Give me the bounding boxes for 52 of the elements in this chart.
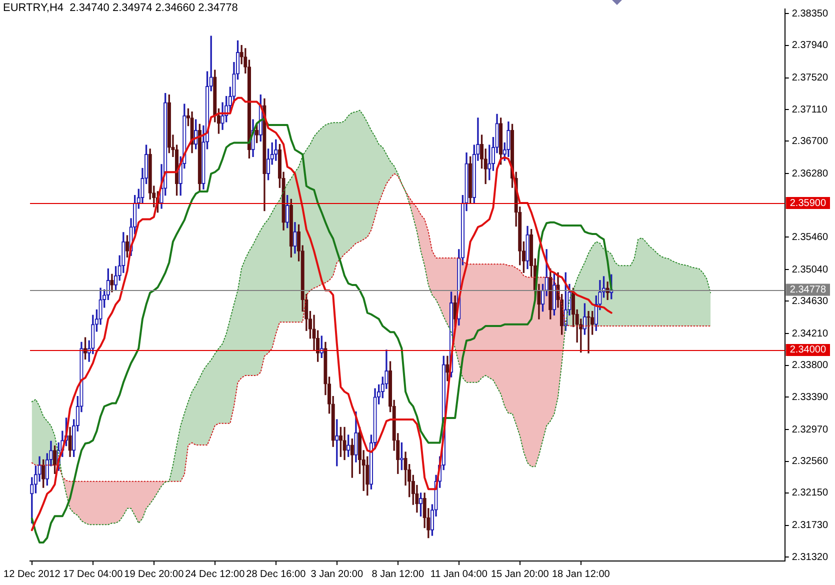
x-tick-label: 24 Dec 12:00 — [185, 568, 246, 580]
candlestick — [167, 94, 171, 154]
y-tick-label: 2.33800 — [792, 360, 828, 372]
y-tick-label: 2.35040 — [792, 264, 828, 276]
candlestick — [526, 226, 530, 270]
x-tick-label: 19 Dec 20:00 — [124, 568, 184, 580]
y-tick-label: 2.33390 — [792, 392, 828, 403]
ref-line-label: 2.34778 — [790, 284, 826, 296]
candlestick — [350, 438, 354, 478]
x-tick-label: 28 Dec 16:00 — [246, 568, 306, 580]
candlestick — [468, 156, 472, 204]
y-tick-label: 2.36700 — [792, 136, 828, 147]
candlestick — [499, 118, 503, 165]
candlestick — [346, 434, 350, 457]
y-tick-label: 2.31730 — [792, 520, 828, 532]
y-tick-label: 2.37940 — [792, 40, 828, 52]
candlestick — [110, 274, 114, 292]
y-tick-label: 2.32150 — [792, 488, 828, 499]
candlestick — [354, 411, 358, 462]
x-tick-label: 8 Jan 12:00 — [372, 568, 424, 580]
x-tick-label: 11 Jan 04:00 — [430, 568, 488, 580]
y-tick-label: 2.37110 — [792, 104, 828, 116]
candlestick — [586, 310, 590, 354]
candlestick — [582, 303, 587, 335]
ref-line-label: 2.34000 — [790, 344, 826, 356]
x-tick-label: 12 Dec 2012 — [4, 568, 61, 580]
candlestick — [255, 124, 259, 144]
x-tick-label: 15 Jan 20:00 — [490, 568, 550, 580]
candlestick — [400, 442, 404, 470]
candlestick — [506, 122, 510, 157]
y-tick-label: 2.34630 — [792, 296, 828, 307]
y-tick-label: 2.31320 — [792, 552, 828, 563]
candlestick — [289, 198, 293, 258]
line-series — [31, 173, 712, 482]
candlestick — [342, 426, 346, 460]
y-tick-label: 2.32560 — [792, 456, 828, 468]
line-series — [31, 110, 712, 526]
y-tick-label: 2.37520 — [792, 72, 828, 84]
candlestick — [52, 445, 57, 474]
y-tick-label: 2.38350 — [792, 8, 828, 20]
y-tick-label: 2.32970 — [792, 424, 828, 436]
x-tick-label: 18 Jan 12:00 — [552, 568, 610, 580]
candlestick — [68, 426, 72, 457]
candlestick — [293, 222, 297, 254]
ref-line-label: 2.35900 — [790, 198, 826, 209]
y-tick-label: 2.36280 — [792, 168, 828, 180]
y-tick-label: 2.34210 — [792, 328, 828, 340]
x-tick-label: 17 Dec 04:00 — [63, 568, 124, 580]
y-tick-label: 2.35460 — [792, 232, 828, 243]
chart-title: EURTRY,H4 2.34740 2.34974 2.34660 2.34778 — [3, 2, 238, 14]
candlestick — [125, 235, 130, 258]
x-tick-label: 3 Jan 20:00 — [310, 568, 364, 580]
